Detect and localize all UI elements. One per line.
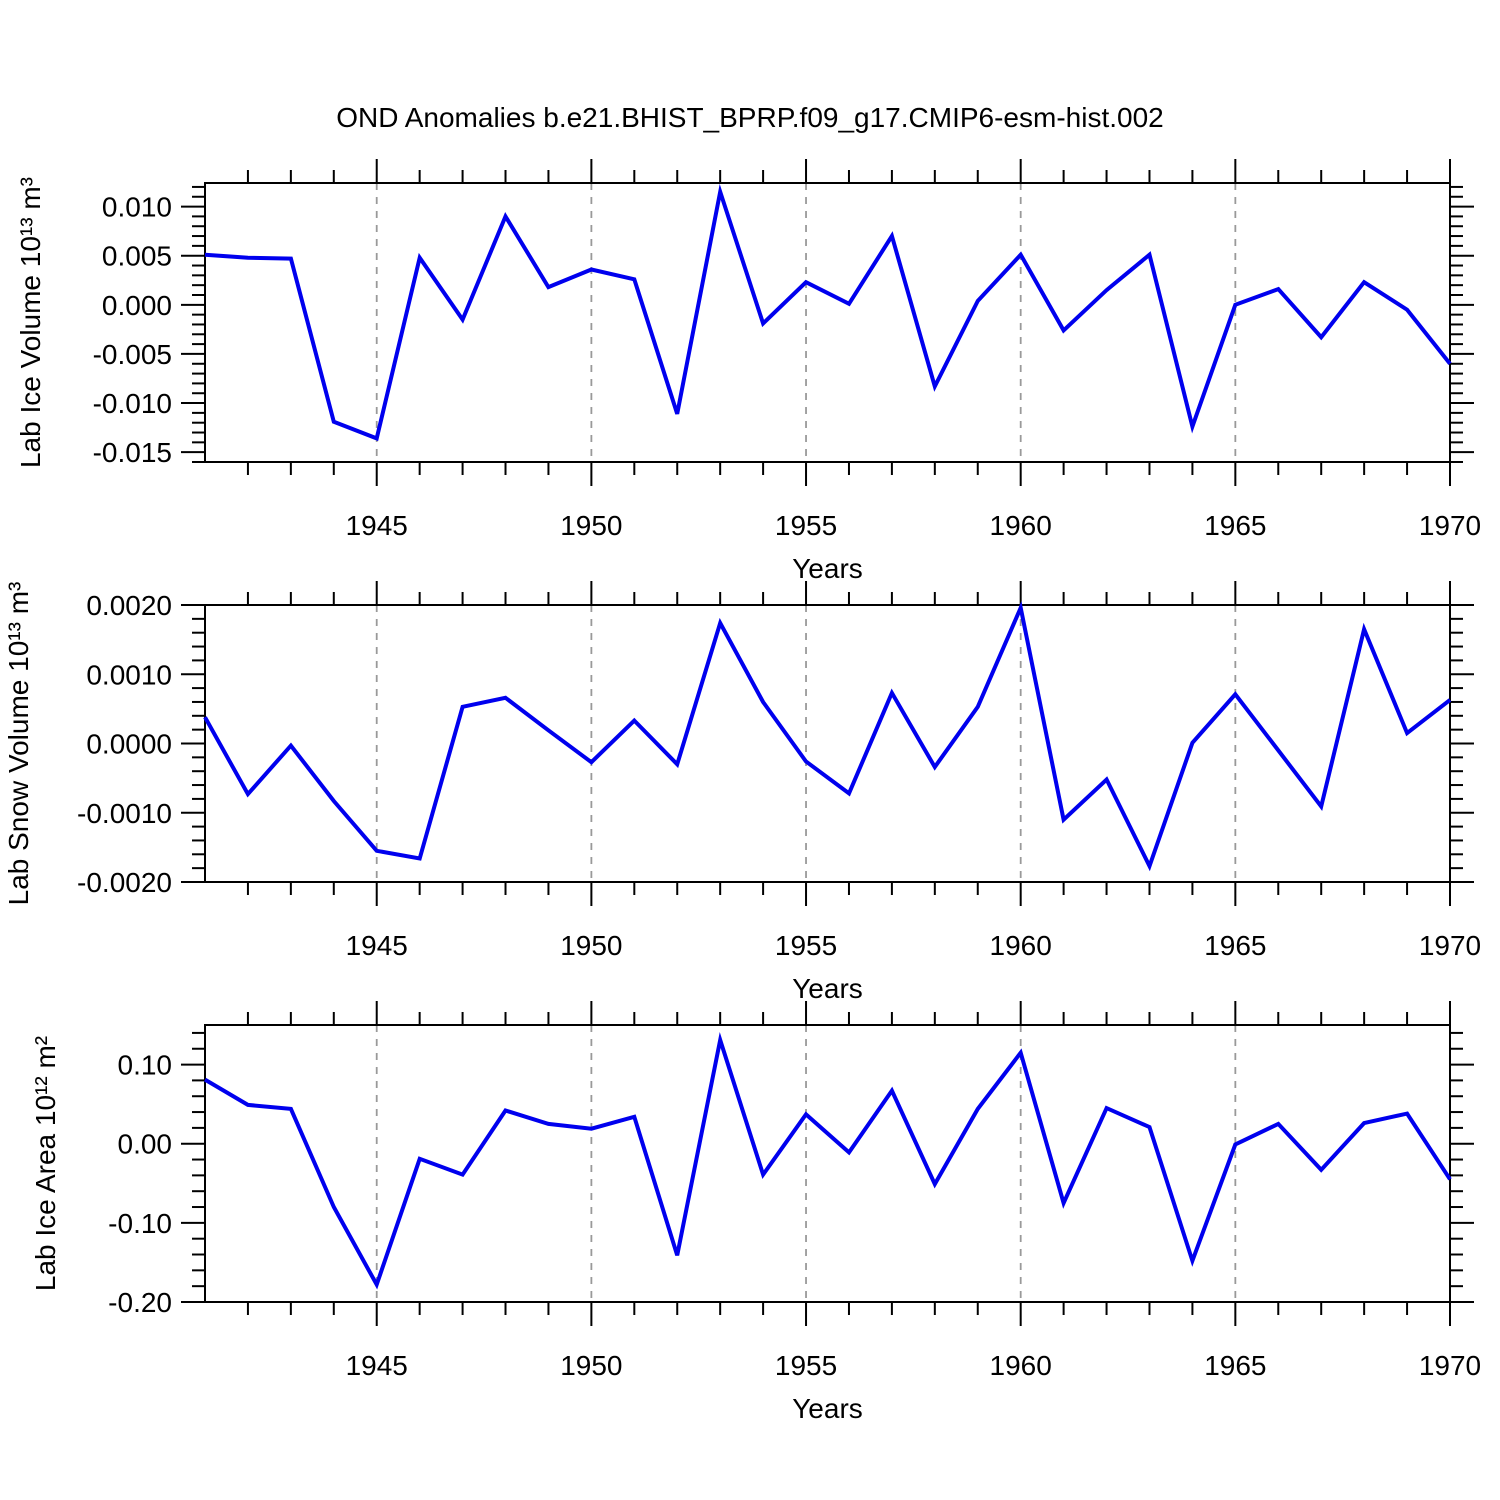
y-axis-title: Lab Ice Volume 10¹³ m³ [15,177,46,468]
y-tick-label: -0.10 [108,1208,172,1239]
y-tick-label: 0.010 [102,192,172,223]
gridlines [375,605,1237,882]
chart-lab-ice-volume: 1945 1950 1955 1960 1965 1970Years0.0100.0050… [15,159,1481,584]
y-tick-label: -0.0020 [77,867,172,898]
x-tick-label: 1960 [990,1350,1052,1381]
y-axis-title: Lab Ice Area 10¹² m² [30,1036,61,1291]
x-tick-label: 1965 [1204,930,1266,961]
y-tick-label: 0.000 [102,290,172,321]
x-axis-title: Years [792,1393,863,1424]
y-tick-label: 0.0010 [86,659,172,690]
series-line-lab-snow-volume [203,601,1452,872]
x-tick-label: 1965 [1204,1350,1266,1381]
x-tick-label: 1965 [1204,510,1266,541]
x-tick-label: 1950 [560,930,622,961]
chart-lab-ice-area: 1945 1950 1955 1960 1965 1970 Years 0.10 0.00 -0.… [30,1001,1481,1424]
charts-container: 1945 1950 1955 1960 1965 1970Years0.0100.0050… [3,159,1481,1424]
x-tick-label: 1945 [346,1350,408,1381]
x-tick-label: 1960 [990,510,1052,541]
plot-frame [204,604,1451,883]
x-axis-title: Years [792,973,863,1004]
x-axis: 1945 1950 1955 1960 1965 1970 Years [246,581,1481,1004]
x-tick-label: 1970 [1419,930,1481,961]
y-tick-label: 0.0000 [86,729,172,760]
x-tick-label: 1955 [775,930,837,961]
x-tick-label: 1945 [346,510,408,541]
gridlines [375,1025,1237,1302]
y-tick-label: 0.005 [102,241,172,272]
plot-frame [204,182,1451,463]
x-tick-label: 1955 [775,510,837,541]
x-tick-label: 1950 [560,510,622,541]
y-axis: 0.10 0.00 -0.10 -0.20 Lab Ice Area 10¹² m² [30,1031,1474,1318]
series-line-lab-ice-area [203,1032,1452,1290]
y-axis: 0.0020 0.0010 0.0000 -0.0010 -0.0020 Lab Snow… [3,582,1474,906]
x-tick-label: 1970 [1419,1350,1481,1381]
x-tick-label: 1960 [990,930,1052,961]
y-tick-label: -0.20 [108,1287,172,1318]
y-tick-label: 0.00 [118,1129,173,1160]
chart-lab-snow-volume: 1945 1950 1955 1960 1965 1970 Years 0.0020 0.001… [3,581,1481,1004]
plot-frame [204,1024,1451,1303]
x-axis-title: Years [792,553,863,584]
series-line-lab-ice-volume [204,183,1452,442]
x-tick-label: 1955 [775,1350,837,1381]
gridlines [375,183,1237,462]
x-tick-label: 1945 [346,930,408,961]
x-tick-label: 1970 [1419,510,1481,541]
x-tick-label: 1950 [560,1350,622,1381]
y-tick-label: -0.010 [93,388,172,419]
y-tick-label: -0.015 [93,437,172,468]
y-axis: 0.010 0.005 0.000 -0.005 -0.010 -0.015 Lab Ice… [15,177,1474,468]
y-tick-label: 0.0020 [86,590,172,621]
x-axis: 1945 1950 1955 1960 1965 1970 Years [246,1001,1481,1424]
y-tick-label: -0.005 [93,339,172,370]
x-axis: 1945 1950 1955 1960 1965 1970 Years [246,159,1481,584]
y-tick-label: 0.10 [118,1050,173,1081]
figure-title: OND Anomalies b.e21.BHIST_BPRP.f09_g17.C… [336,102,1163,133]
y-axis-title: Lab Snow Volume 10¹³ m³ [3,582,34,906]
y-tick-label: -0.0010 [77,798,172,829]
